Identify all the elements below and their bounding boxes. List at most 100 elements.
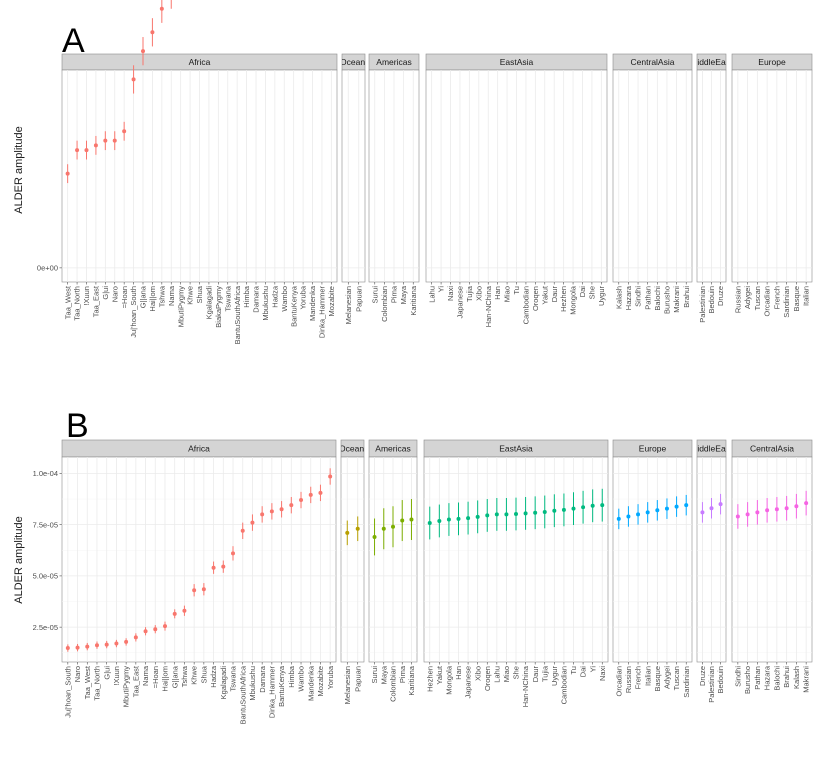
x-tick-label: Han-NChina [521, 665, 530, 707]
data-point-naxi: Naxi [446, 282, 455, 301]
x-tick-label: Italian [643, 666, 652, 686]
x-tick-label: Kalash [614, 286, 623, 309]
point-marker [240, 528, 245, 533]
point-marker [250, 520, 255, 525]
x-tick-label: Colombian [389, 666, 398, 702]
x-tick-label: Orcadian [763, 286, 772, 316]
x-tick-label: G|ui [101, 286, 110, 300]
point-marker [192, 588, 197, 593]
x-tick-label: Daur [531, 666, 540, 683]
facet-centralasia: CentralAsia Kalash Hazara Sindhi Pathan Baloc… [612, 53, 693, 314]
data-point-surui: Surui [370, 518, 379, 684]
data-point-palestinian: Palestinian [698, 282, 707, 323]
facet-strip-label: Europe [758, 57, 786, 67]
facet-panel [731, 456, 813, 663]
point-marker [112, 138, 117, 143]
x-tick-label: Khwe [186, 286, 195, 305]
point-marker [475, 514, 480, 519]
facet-americas: Americas Surui Colombian Pima Maya Karitiana [368, 53, 420, 322]
point-marker [794, 504, 799, 509]
data-point-sardinian: Sardinian [782, 282, 791, 318]
facet-panel [340, 456, 365, 663]
data-point-hadza: Hadza [209, 561, 218, 688]
x-tick-label: Balochi [772, 666, 781, 691]
data-point-taa-west: Taa_West [63, 164, 72, 319]
x-tick-label: Italian [802, 286, 811, 306]
data-point-hadza: Hadza [270, 282, 279, 308]
data-point-russian: Russian [624, 506, 633, 693]
x-tick-label: Makrani [802, 666, 811, 693]
point-marker [709, 506, 714, 511]
data-point-mbutipygmy: MbutiPygmy [122, 638, 131, 707]
data-point-taa-west: Taa_West [83, 642, 92, 699]
x-tick-label: Miao [503, 286, 512, 302]
point-marker [755, 510, 760, 515]
x-tick-label: Himba [242, 285, 251, 308]
data-point-dinka-hammer: Dinka_Hammer [267, 503, 276, 718]
point-marker [542, 509, 547, 514]
x-tick-label: Kgalagadi [219, 666, 228, 700]
facet-panel [61, 456, 337, 663]
data-point-brahui: Brahui [682, 282, 691, 308]
point-marker [561, 507, 566, 512]
x-tick-label: Tswana [229, 665, 238, 691]
point-marker [600, 503, 605, 508]
point-marker [162, 624, 167, 629]
data-point-yi: Yi [588, 489, 597, 672]
data-point-xibo: Xibo [473, 500, 482, 681]
x-tick-label: Adygei [663, 666, 672, 689]
x-tick-label: Karitiana [407, 665, 416, 695]
data-point-tshwa: Tshwa [180, 605, 189, 687]
x-tick-label: Taa_West [63, 285, 72, 319]
x-tick-label: Shua [195, 285, 204, 303]
point-marker [533, 510, 538, 515]
x-tick-label: Maya [399, 285, 408, 304]
facet-strip-label: Oceani [339, 444, 366, 454]
data-point-balochi: Balochi [653, 282, 662, 311]
x-tick-label: Shua [199, 665, 208, 683]
x-tick-label: Melanesian [343, 666, 352, 704]
x-tick-label: =Hoan [120, 286, 129, 308]
data-point-tswana: Tswana [229, 546, 238, 691]
point-marker [75, 148, 80, 153]
data-point-papuan: Papuan [354, 282, 363, 312]
data-point-wambo: Wambo [297, 491, 306, 692]
y-tick-label: 5.0e-05 [33, 572, 58, 581]
data-point-mbukushu: Mbukushu [261, 282, 270, 321]
data-point-pathan: Pathan [643, 282, 652, 310]
data-point-tuscan: Tuscan [753, 282, 762, 310]
data-point-she: She [588, 282, 597, 299]
point-marker [581, 505, 586, 510]
x-tick-label: MbutiPygmy [176, 286, 185, 328]
x-tick-label: Daur [550, 286, 559, 303]
x-tick-label: Miao [502, 666, 511, 682]
x-tick-label: Hadza [270, 285, 279, 308]
data-point-dai: Dai [578, 282, 587, 297]
data-point-miao: Miao [502, 498, 511, 682]
x-tick-label: Yakut [540, 285, 549, 305]
x-tick-label: Naro [110, 286, 119, 302]
point-marker [804, 501, 809, 506]
facet-africa: Africa Ju|'hoan_South Naro Taa_West Taa_Nort… [61, 439, 337, 724]
x-tick-label: French [772, 286, 781, 309]
point-marker [122, 129, 127, 134]
x-tick-label: Russian [624, 666, 633, 693]
data-point-khwe: Khwe [186, 282, 195, 305]
point-marker [182, 608, 187, 613]
data-point-hazara: Hazara [763, 498, 772, 690]
x-tick-label: Uygur [597, 286, 606, 307]
data-point-french: French [772, 282, 781, 309]
data-point-himba: Himba [287, 496, 296, 688]
data-point-tu: Tu [512, 282, 521, 294]
x-tick-label: Tswana [223, 285, 232, 311]
data-point-orcadian: Orcadian [763, 282, 772, 316]
y-tick-label: 2.5e-05 [33, 623, 58, 632]
data-point-melanesian: Melanesian [343, 520, 352, 704]
x-tick-label: Mozabite [327, 286, 336, 316]
x-tick-label: Surui [370, 286, 379, 304]
data-point-melanesian: Melanesian [344, 282, 353, 324]
x-tick-label: Wambo [280, 286, 289, 312]
data-point-miao: Miao [503, 282, 512, 302]
data-point-naxi: Naxi [598, 488, 607, 681]
facet-americas: Americas Surui Maya Colombian Pima Karitiana [368, 439, 418, 702]
